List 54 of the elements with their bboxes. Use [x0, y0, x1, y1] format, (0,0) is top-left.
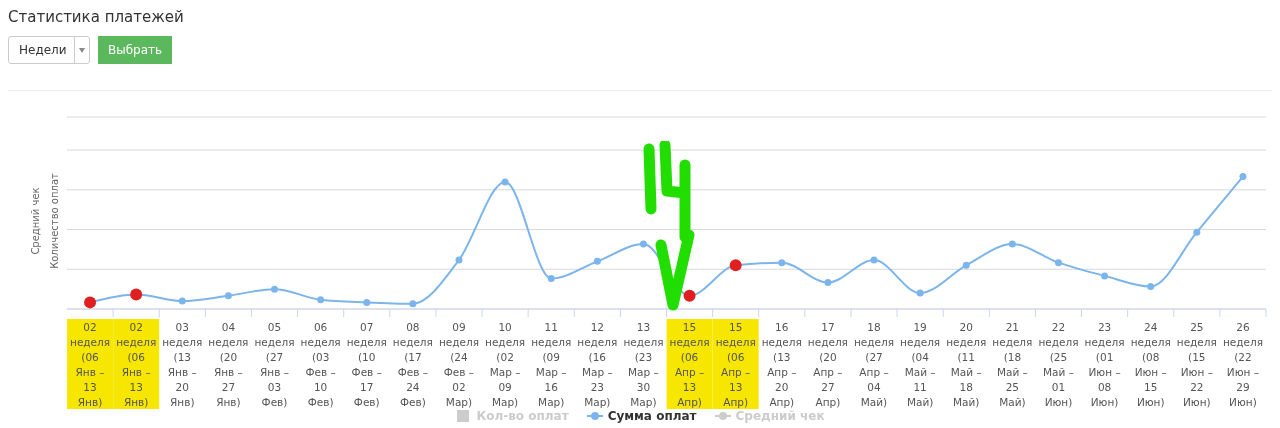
x-tick-label: 21 неделя (18 Май – 25 Май): [992, 321, 1033, 408]
chart-title: Статистика платежей: [8, 8, 185, 28]
x-tick-label: 15 неделя (06 Апр – 13 Апр): [669, 321, 710, 408]
x-tick-label: 16 неделя (13 Апр – 20 Апр): [761, 321, 802, 408]
point: [778, 259, 786, 267]
x-tick-label: 02 неделя (06 Янв – 13 Янв): [116, 321, 157, 408]
x-tick-label: 12 неделя (16 Мар – 23 Мар): [577, 321, 618, 408]
x-tick-label: 10 неделя (02 Мар – 09 Мар): [485, 321, 526, 408]
x-tick-label: 06 неделя (03 Фев – 10 Фев): [300, 321, 341, 408]
x-tick-label: 18 неделя (27 Апр – 04 Май): [853, 321, 895, 408]
point: [455, 256, 463, 264]
x-tick-label: 25 неделя (15 Июн – 22 Июн): [1176, 321, 1217, 408]
x-tick-label: 24 неделя (08 Июн – 15 Июн): [1130, 321, 1171, 408]
x-tick-label: 05 неделя (27 Янв – 03 Фев): [254, 321, 295, 408]
y2-axis-title: Средний чек: [29, 187, 41, 255]
point: [363, 298, 371, 306]
point: [824, 279, 832, 287]
point: [1239, 173, 1247, 181]
y-axis-title: Количество оплат: [48, 173, 60, 269]
point: [639, 240, 647, 248]
x-tick-label: 03 неделя (13 Янв – 20 Янв): [162, 321, 203, 408]
x-tick-label: 04 неделя (20 Янв – 27 Янв): [208, 321, 249, 408]
point: [1147, 282, 1155, 290]
x-tick-label: 02 неделя (06 Янв – 13 Янв): [70, 321, 111, 408]
point: [224, 292, 232, 300]
x-tick-label: 17 неделя (20 Апр – 27 Апр): [807, 321, 848, 408]
x-tick-label: 20 неделя (11 Май – 18 Май): [946, 321, 987, 408]
point: [547, 275, 555, 283]
legend-label: Сумма оплат: [607, 409, 697, 423]
point: [317, 296, 325, 304]
point: [962, 261, 970, 269]
x-tick-label: 23 неделя (01 Июн – 08 Июн): [1084, 321, 1125, 408]
x-tick-label: 08 неделя (17 Фев – 24 Фев): [392, 321, 433, 408]
point: [1008, 240, 1016, 248]
x-tick-label: 15 неделя (06 Апр – 13 Апр): [715, 321, 756, 408]
x-tick-label: 13 неделя (23 Мар – 30 Мар): [623, 321, 664, 408]
x-tick-label: 22 неделя (25 Май – 01 Июн): [1038, 321, 1079, 408]
point: [1193, 228, 1201, 236]
dropdown-field: Недели: [8, 36, 90, 64]
point: [1101, 272, 1109, 280]
point: [178, 297, 186, 305]
x-tick-label: 09 неделя (24 Фев – 02 Мар): [438, 321, 480, 408]
x-tick-label: 26 неделя (22 Июн – 29 Июн): [1222, 321, 1263, 408]
point: [593, 257, 601, 265]
x-tick-label: 19 неделя (04 Май – 11 Май): [900, 321, 941, 408]
x-tick-label: 11 неделя (09 Мар – 16 Мар): [531, 321, 572, 408]
point: [409, 300, 417, 308]
point: [916, 289, 924, 297]
point: [870, 256, 878, 264]
x-tick-label: 07 неделя (10 Фев – 17 Фев): [346, 321, 387, 408]
point: [271, 285, 279, 293]
point: [501, 178, 509, 186]
point: [1054, 259, 1062, 267]
select-button: Выбрать: [98, 36, 173, 64]
